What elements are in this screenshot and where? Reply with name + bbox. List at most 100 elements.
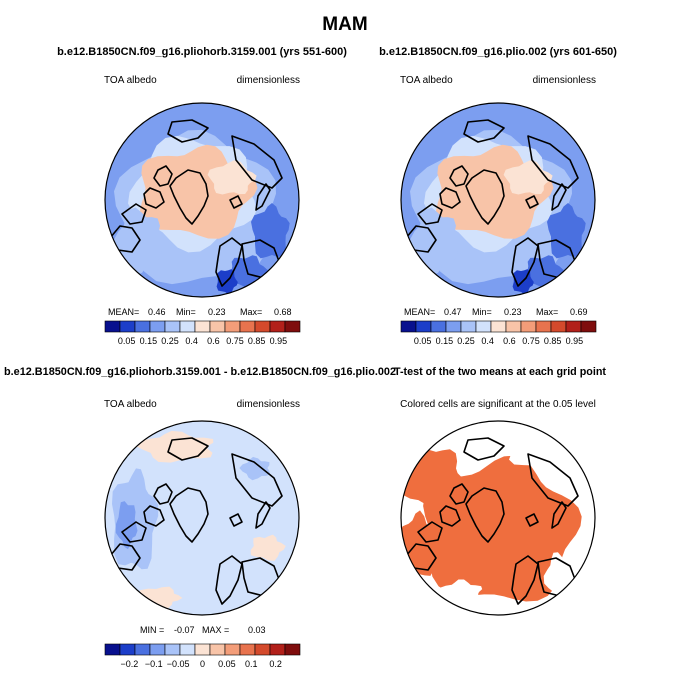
greenland-coast — [169, 169, 209, 225]
colorbar-swatch — [415, 320, 432, 333]
field-mid-blue — [251, 203, 290, 259]
field-peach — [250, 534, 286, 561]
colorbar-swatch — [475, 320, 492, 333]
greenland-coast — [465, 487, 505, 543]
panel-2-map — [104, 420, 300, 616]
colorbar-swatch — [104, 320, 121, 333]
colorbar-tick-label: −0.1 — [145, 659, 163, 669]
field-light-blue — [113, 207, 162, 276]
siberia-coast — [231, 453, 283, 507]
colorbar-swatch — [104, 643, 121, 656]
colorbar-swatch — [179, 320, 196, 333]
colorbar-swatch — [269, 320, 286, 333]
panel-2-max-label: MAX = — [202, 625, 229, 635]
colorbar-tick-label: 0.4 — [185, 336, 198, 346]
colorbar-swatch — [164, 643, 181, 656]
colorbar-tick-label: −0.05 — [167, 659, 190, 669]
colorbar-tick-label: 0.95 — [566, 336, 584, 346]
field-insignificant — [439, 579, 483, 606]
panel-3-subtitle: Colored cells are significant at the 0.0… — [400, 399, 596, 410]
canada-island-coast — [449, 165, 469, 187]
panel-1-min-value: 0.23 — [504, 307, 522, 317]
colorbar-swatch — [269, 643, 286, 656]
field-light-blue — [239, 456, 271, 481]
panel-1: b.e12.B1850CN.f09_g16.plio.002 (yrs 601-… — [379, 46, 617, 346]
map-border — [104, 420, 300, 616]
colorbar-tick-label: 0.05 — [118, 336, 136, 346]
panel-1-mean-label: MEAN= — [404, 307, 435, 317]
panel-0-min-value: 0.23 — [208, 307, 226, 317]
colorbar-swatch — [194, 320, 211, 333]
field-peach — [207, 160, 257, 195]
colorbar-swatch — [239, 320, 256, 333]
field-insignificant — [509, 430, 567, 471]
colorbar-swatch — [535, 320, 552, 333]
scandinavia-coast — [511, 555, 539, 605]
colorbar-swatch — [490, 320, 507, 333]
scandinavia-coast — [215, 555, 243, 605]
colorbar-tick-label: 0.25 — [161, 336, 179, 346]
canada-island-coast — [121, 203, 147, 225]
panel-0-mean-value: 0.46 — [148, 307, 166, 317]
panel-2: b.e12.B1850CN.f09_g16.pliohorb.3159.001 … — [4, 366, 396, 669]
canada-island-coast — [449, 483, 469, 505]
alaska-coast — [167, 437, 209, 461]
colorbar-tick-label: 0.85 — [248, 336, 266, 346]
panel-0-colorbar: 0.05 0.15 0.25 0.4 0.6 0.75 0.85 0.95 — [104, 320, 301, 346]
siberia-coast — [231, 135, 283, 189]
colorbar-tick-label: 0.85 — [544, 336, 562, 346]
colorbar-tick-label: 0.05 — [218, 659, 236, 669]
canada-island-coast — [143, 187, 165, 209]
panel-0: b.e12.B1850CN.f09_g16.pliohorb.3159.001 … — [57, 46, 347, 346]
canada-island-coast — [153, 165, 173, 187]
colorbar-swatch — [119, 643, 136, 656]
panel-2-title: b.e12.B1850CN.f09_g16.pliohorb.3159.001 … — [4, 366, 396, 378]
panel-2-left-label: TOA albedo — [104, 399, 157, 410]
map-field — [105, 421, 299, 615]
scandinavia-coast — [511, 237, 539, 287]
colorbar-tick-label: 0 — [200, 659, 205, 669]
canada-island-coast — [439, 505, 461, 527]
canada-island-coast — [439, 187, 461, 209]
colorbar-tick-label: 0.75 — [522, 336, 540, 346]
panel-0-left-label: TOA albedo — [104, 75, 157, 86]
svalbard-coast — [229, 195, 243, 209]
panel-1-max-label: Max= — [536, 307, 558, 317]
svalbard-coast — [229, 513, 243, 527]
colorbar-tick-label: 0.2 — [269, 659, 282, 669]
canada-island-coast — [153, 483, 173, 505]
colorbar-swatch — [445, 320, 462, 333]
map-border — [104, 102, 300, 298]
field-significant — [423, 455, 582, 602]
panel-2-min-value: -0.07 — [174, 625, 195, 635]
panel-2-max-value: 0.03 — [248, 625, 266, 635]
panel-1-left-label: TOA albedo — [400, 75, 453, 86]
field-blue — [115, 501, 138, 550]
panel-1-right-label: dimensionless — [533, 75, 596, 86]
colorbar-swatch — [460, 320, 477, 333]
colorbar-swatch — [254, 643, 271, 656]
colorbar-tick-label: 0.05 — [414, 336, 432, 346]
panel-1-map — [400, 102, 596, 298]
colorbar-swatch — [224, 320, 241, 333]
map-field — [105, 103, 299, 297]
colorbar-swatch — [179, 643, 196, 656]
panel-1-title: b.e12.B1850CN.f09_g16.plio.002 (yrs 601-… — [379, 46, 617, 58]
colorbar-tick-label: 0.15 — [436, 336, 454, 346]
alaska-coast — [167, 119, 209, 143]
alaska-coast — [463, 437, 505, 461]
panel-1-stats: MEAN= 0.47 Min= 0.23 Max= 0.69 — [404, 307, 588, 317]
novaya-zemlya-coast — [255, 501, 271, 529]
colorbar-swatch — [254, 320, 271, 333]
colorbar-swatch — [565, 320, 582, 333]
panel-1-min-label: Min= — [472, 307, 492, 317]
colorbar-tick-label: 0.6 — [207, 336, 220, 346]
colorbar-swatch — [209, 643, 226, 656]
colorbar-swatch — [430, 320, 447, 333]
colorbar-swatch — [520, 320, 537, 333]
panel-0-mean-label: MEAN= — [108, 307, 139, 317]
map-field — [401, 103, 595, 297]
canada-island-coast — [417, 521, 443, 543]
colorbar-swatch — [149, 643, 166, 656]
panel-1-mean-value: 0.47 — [444, 307, 462, 317]
